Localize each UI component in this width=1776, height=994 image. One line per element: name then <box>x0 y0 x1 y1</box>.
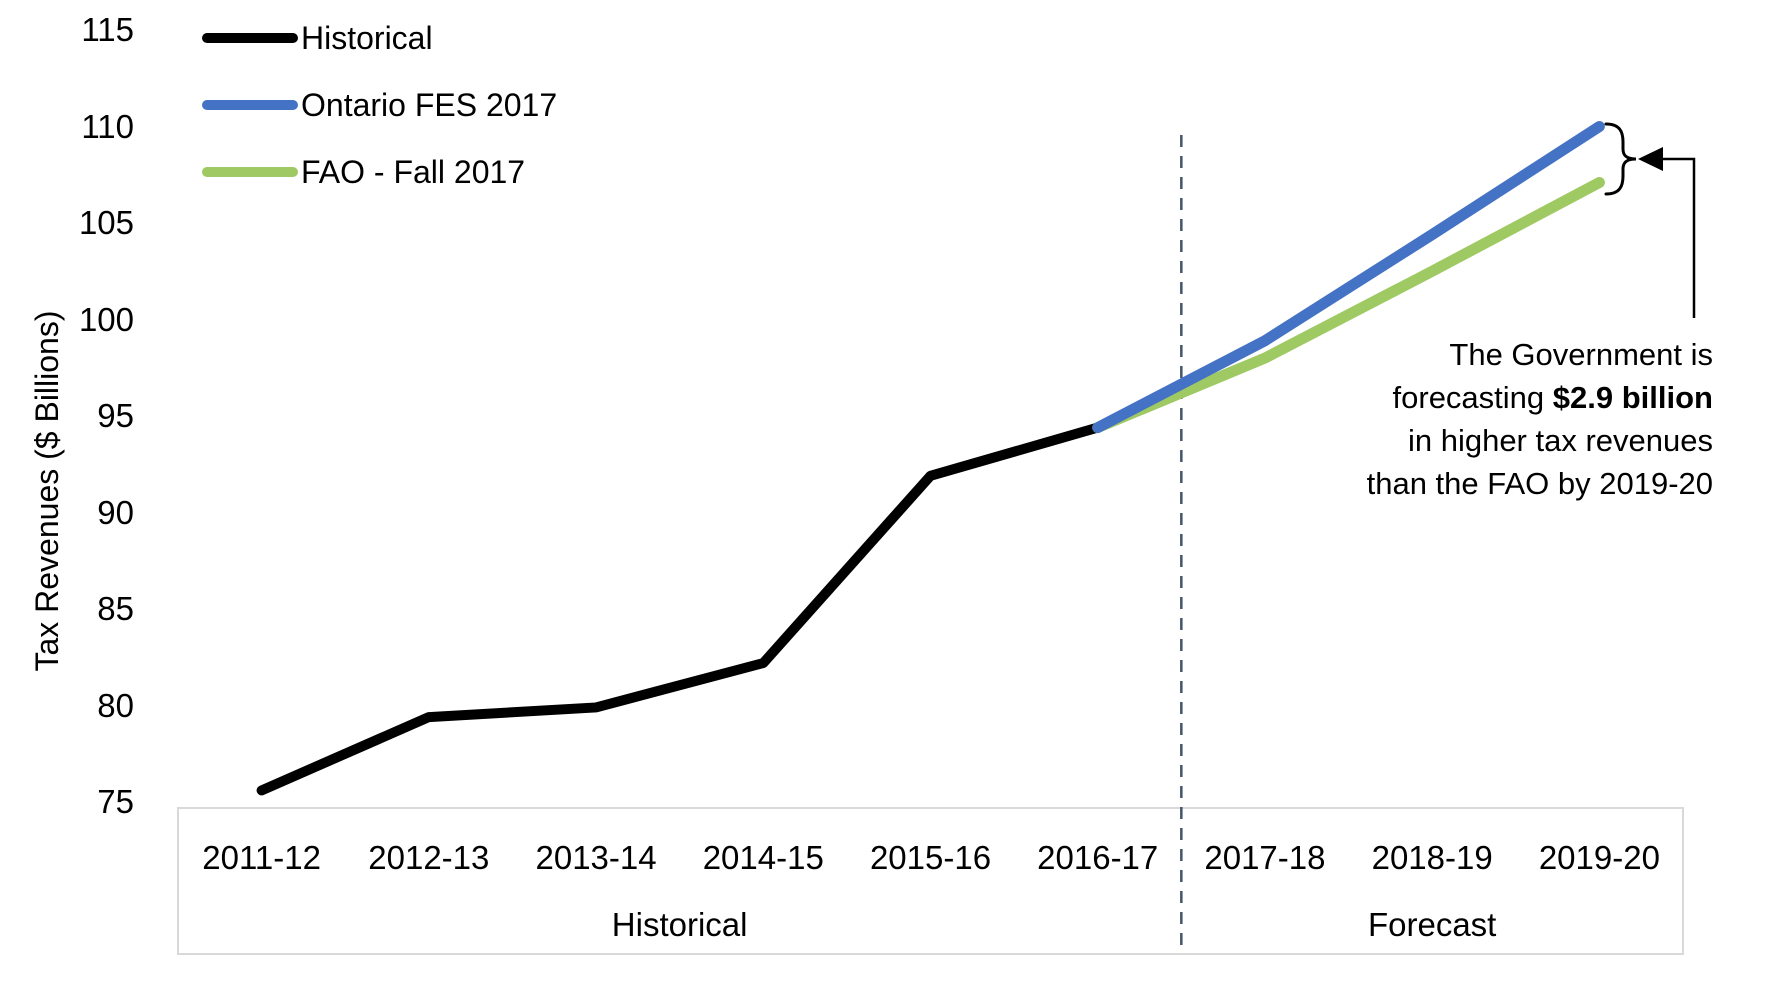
x-category-label: 2016-17 <box>1037 839 1159 876</box>
legend-item: Ontario FES 2017 <box>202 85 557 125</box>
legend: Historical Ontario FES 2017 FAO - Fall 201… <box>202 18 557 219</box>
annotation-line: than the FAO by 2019-20 <box>1366 466 1713 501</box>
x-category-label: 2019-20 <box>1538 839 1660 876</box>
annotation-line: forecasting $2.9 billion <box>1392 380 1713 415</box>
y-tick-label: 95 <box>97 397 134 434</box>
y-tick-label: 75 <box>97 783 134 820</box>
annotation-text: The Government is forecasting $2.9 billio… <box>1193 333 1713 505</box>
y-tick-label: 115 <box>81 11 134 48</box>
y-tick-label: 100 <box>78 300 134 338</box>
legend-item: FAO - Fall 2017 <box>202 152 557 192</box>
axis-group-label-forecast: Forecast <box>1367 906 1497 943</box>
legend-line-swatch <box>202 167 298 177</box>
x-category-label: 2012-13 <box>368 839 490 876</box>
series-line-historical <box>256 422 1103 796</box>
series-line-ontario-fes-2017 <box>1092 121 1605 434</box>
x-category-label: 2017-18 <box>1204 839 1326 876</box>
gap-brace <box>1604 122 1637 196</box>
y-tick-label: 85 <box>97 590 134 627</box>
series-line-fao-fall-2017 <box>1092 176 1605 434</box>
legend-line-swatch <box>202 33 298 43</box>
legend-label: Ontario FES 2017 <box>301 86 558 123</box>
axis-group-label-historical: Historical <box>611 906 748 943</box>
legend-label: FAO - Fall 2017 <box>301 153 526 190</box>
legend-item: Historical <box>202 18 557 58</box>
category-axis-box <box>177 807 1684 955</box>
annotation-arrowhead-icon <box>1638 147 1663 171</box>
x-category-label: 2018-19 <box>1371 839 1493 876</box>
x-category-label: 2011-12 <box>202 839 321 876</box>
x-category-label: 2015-16 <box>869 839 992 876</box>
x-category-label: 2014-15 <box>702 839 824 876</box>
annotation-line: in higher tax revenues <box>1407 423 1713 458</box>
y-tick-label: 80 <box>97 686 134 724</box>
annotation-line: The Government is <box>1449 337 1713 372</box>
y-tick-label: 105 <box>78 204 134 241</box>
x-category-label: 2013-14 <box>535 839 657 876</box>
y-tick-label: 90 <box>97 493 134 531</box>
y-tick-label: 110 <box>81 107 134 145</box>
legend-label: Historical <box>301 19 433 56</box>
annotation-connector-line <box>1659 157 1696 318</box>
legend-line-swatch <box>202 100 298 110</box>
